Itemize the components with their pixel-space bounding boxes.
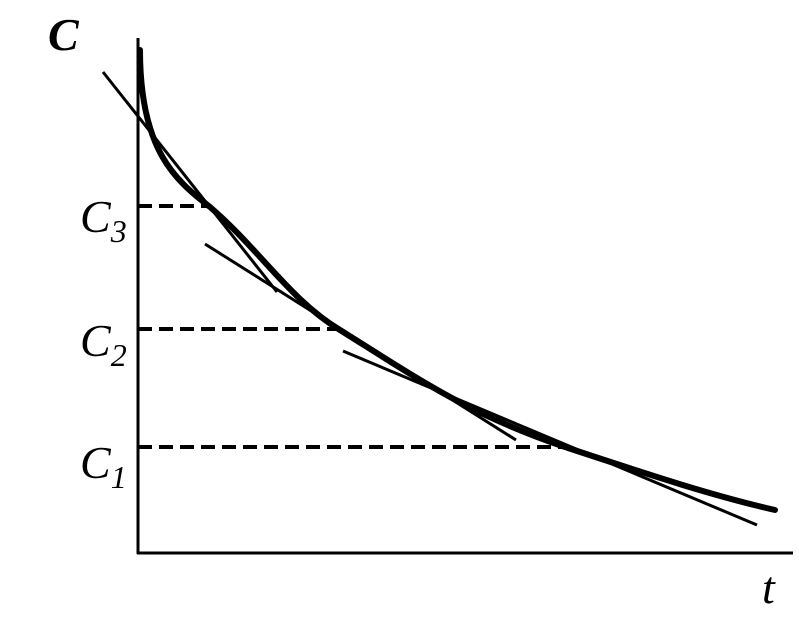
level-subscript: 1 — [111, 459, 127, 495]
level-symbol: C — [80, 437, 112, 488]
level-symbol: C — [80, 315, 112, 366]
level-subscript: 2 — [111, 337, 127, 373]
level-label: C2 — [80, 315, 127, 373]
tangent-line — [342, 349, 758, 527]
level-label: C1 — [80, 437, 127, 495]
level-symbol: C — [80, 191, 112, 242]
level-label: C3 — [80, 191, 127, 249]
tangent-line — [101, 71, 279, 293]
x-axis-label: t — [762, 562, 776, 613]
y-axis-label: C — [48, 9, 80, 60]
decay-curve — [137, 47, 778, 513]
level-subscript: 3 — [110, 213, 127, 249]
tangent-line — [204, 242, 517, 442]
